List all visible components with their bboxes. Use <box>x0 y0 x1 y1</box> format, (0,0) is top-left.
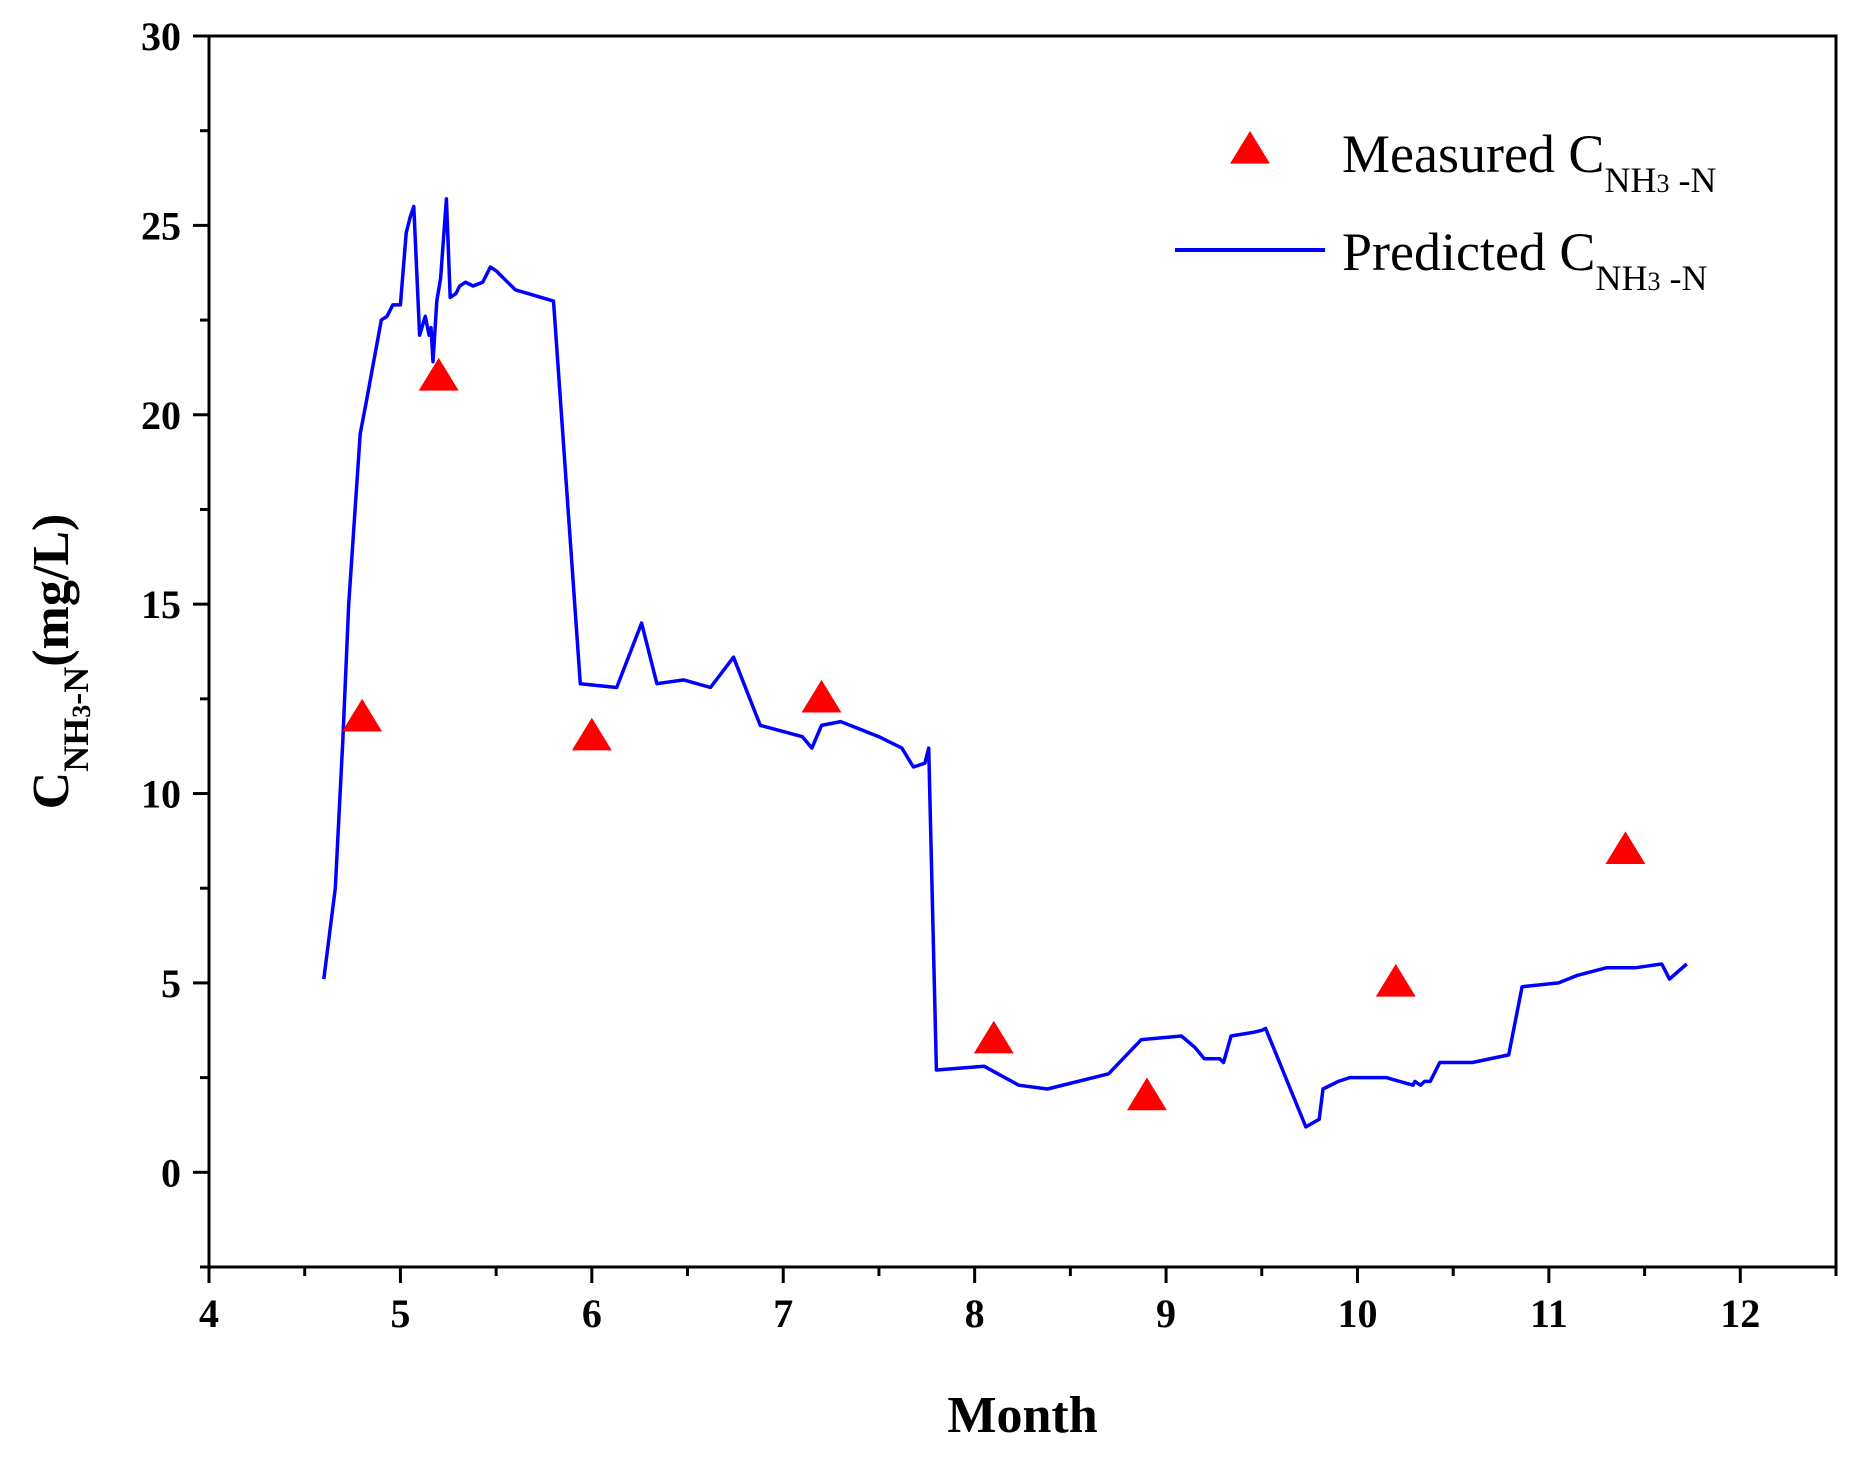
x-tick-label: 11 <box>1530 1291 1568 1336</box>
x-tick-label: 12 <box>1720 1291 1760 1336</box>
x-tick-label: 9 <box>1156 1291 1176 1336</box>
y-title-main: C <box>23 772 80 810</box>
measured-point <box>571 717 612 751</box>
measured-point <box>418 357 459 391</box>
measured-point <box>342 698 383 732</box>
x-tick-label: 4 <box>199 1291 219 1336</box>
y-axis-title: CNH3-N(mg/L) <box>23 514 96 810</box>
x-tick-label: 5 <box>390 1291 410 1336</box>
y-title-unit: (mg/L) <box>23 514 80 667</box>
x-tick-label: 7 <box>773 1291 793 1336</box>
legend-measured-subnum: 3 <box>1656 169 1669 198</box>
series-layer <box>322 197 1688 1129</box>
x-axis: 4 5 6 7 8 9 10 11 12 <box>199 1267 1838 1336</box>
x-tick-label: 10 <box>1337 1291 1377 1336</box>
y-title-sub: NH <box>56 718 96 772</box>
y-tick-label: 0 <box>161 1150 181 1195</box>
legend-predicted-sub: NH <box>1595 258 1647 298</box>
measured-point <box>973 1020 1014 1054</box>
y-axis-title-text: CNH3-N(mg/L) <box>23 514 96 810</box>
measured-point <box>1375 963 1416 997</box>
measured-point <box>1605 831 1646 865</box>
y-tick-label: 20 <box>141 393 181 438</box>
y-tick-label: 30 <box>141 14 181 59</box>
y-tick-label: 15 <box>141 582 181 627</box>
legend-measured-main: Measured C <box>1342 124 1604 184</box>
y-tick-label: 5 <box>161 961 181 1006</box>
legend-measured-sub: NH <box>1604 160 1656 200</box>
legend-predicted-main: Predicted C <box>1342 222 1595 282</box>
x-axis-title: Month <box>947 1387 1097 1444</box>
x-tick-label: 6 <box>582 1291 602 1336</box>
legend-measured-label: Measured CNH3 -N <box>1342 124 1716 200</box>
legend-predicted-subpost: -N <box>1660 258 1707 298</box>
legend: Measured CNH3 -N Predicted CNH3 -N <box>1175 124 1716 298</box>
measured-point <box>801 679 842 713</box>
y-tick-label: 25 <box>141 203 181 248</box>
y-tick-label: 10 <box>141 772 181 817</box>
y-axis: 0 5 10 15 20 25 30 <box>141 14 209 1269</box>
legend-measured-marker <box>1230 131 1270 164</box>
plot-frame <box>207 34 1838 1269</box>
y-title-subnum: 3 <box>67 705 96 718</box>
x-tick-label: 8 <box>965 1291 985 1336</box>
predicted-line <box>322 197 1688 1129</box>
measured-point <box>1126 1077 1167 1111</box>
legend-predicted-label: Predicted CNH3 -N <box>1342 222 1707 298</box>
legend-measured-subpost: -N <box>1669 160 1716 200</box>
y-title-subpost: -N <box>56 667 96 705</box>
legend-predicted-subnum: 3 <box>1647 267 1660 296</box>
